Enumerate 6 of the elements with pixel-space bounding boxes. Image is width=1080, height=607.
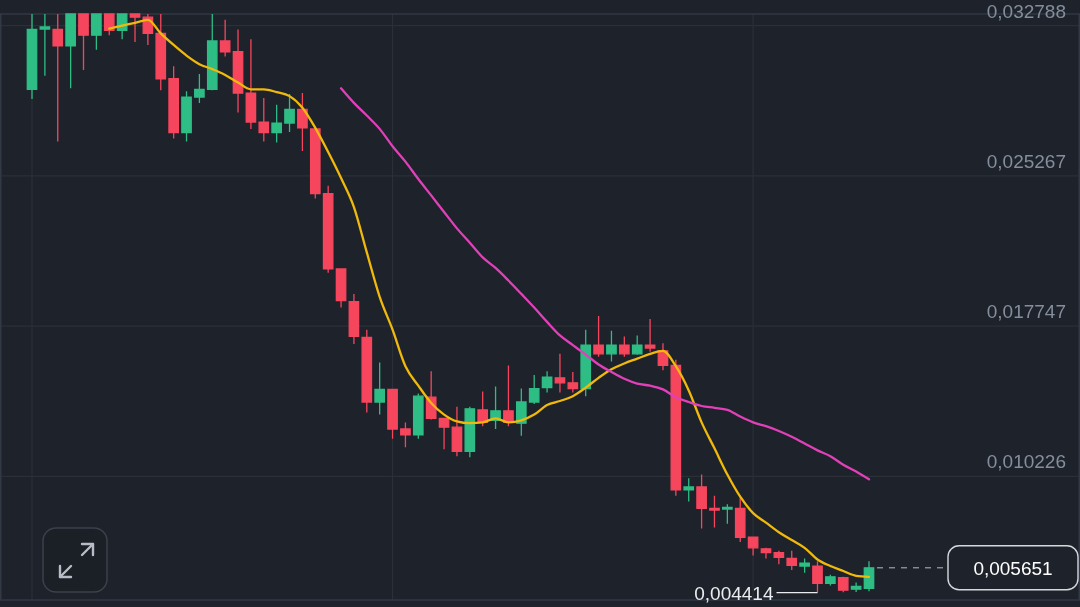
y-tick-label: 0,025267 (986, 150, 1066, 172)
y-tick-label: 0,010226 (986, 451, 1066, 473)
annotation: 0,004414 (694, 582, 774, 604)
y-tick-label: 0,017747 (986, 301, 1066, 323)
y-tick-label: 0,032788 (986, 0, 1066, 22)
ref-line-label: 0,005651 (973, 557, 1053, 579)
